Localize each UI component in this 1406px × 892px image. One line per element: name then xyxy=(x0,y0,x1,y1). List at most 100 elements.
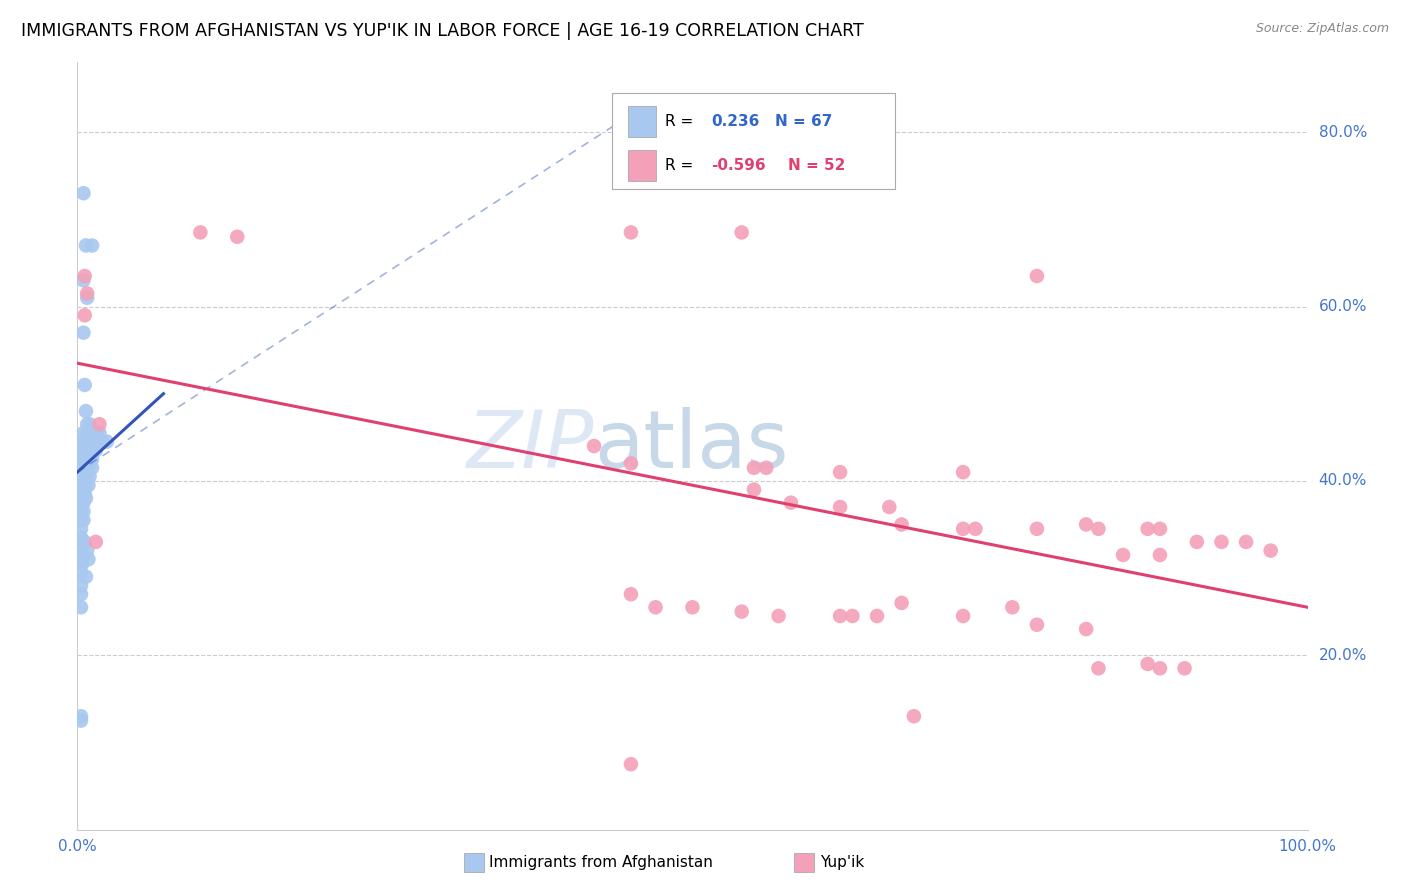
Point xyxy=(1149,661,1171,675)
Point xyxy=(682,600,704,615)
Point xyxy=(830,465,852,479)
Point xyxy=(70,539,93,553)
Text: 60.0%: 60.0% xyxy=(1319,299,1367,314)
Point xyxy=(742,483,765,497)
Point xyxy=(890,517,912,532)
Point xyxy=(75,404,97,418)
Point xyxy=(73,452,96,467)
Point xyxy=(1001,600,1024,615)
Point xyxy=(1026,268,1049,283)
Text: R =: R = xyxy=(665,158,699,173)
Point xyxy=(70,566,93,580)
Point xyxy=(73,487,96,501)
Point xyxy=(620,587,643,601)
Point xyxy=(1087,522,1109,536)
Point xyxy=(70,434,93,449)
Point xyxy=(77,478,100,492)
Point xyxy=(965,522,987,536)
Point xyxy=(70,478,93,492)
Point xyxy=(1026,617,1049,632)
Point xyxy=(890,596,912,610)
Point xyxy=(73,268,96,283)
Point xyxy=(620,457,643,471)
Point xyxy=(70,714,93,728)
Point xyxy=(96,434,118,449)
Point xyxy=(70,557,93,571)
Point xyxy=(84,443,107,458)
Point xyxy=(188,226,212,240)
Point xyxy=(731,226,754,240)
Point xyxy=(1174,661,1197,675)
Point xyxy=(70,531,93,545)
Point xyxy=(82,434,104,449)
Point xyxy=(79,417,101,432)
Text: 80.0%: 80.0% xyxy=(1319,125,1367,140)
Point xyxy=(77,552,100,566)
Point xyxy=(70,548,93,562)
Point xyxy=(89,417,111,432)
Point xyxy=(77,460,100,475)
FancyBboxPatch shape xyxy=(613,93,896,189)
Point xyxy=(77,452,100,467)
Point xyxy=(1211,534,1233,549)
Text: ZIP: ZIP xyxy=(467,407,595,485)
Point xyxy=(70,552,93,566)
Point xyxy=(84,425,107,440)
Point xyxy=(952,465,974,479)
Point xyxy=(952,609,974,624)
Point xyxy=(76,417,98,432)
Point xyxy=(731,605,754,619)
Point xyxy=(72,186,94,201)
Point xyxy=(79,469,101,483)
Point xyxy=(72,273,94,287)
Point xyxy=(70,600,93,615)
Point xyxy=(73,534,96,549)
Point xyxy=(903,709,925,723)
Point xyxy=(73,443,96,458)
Text: R =: R = xyxy=(665,114,699,129)
Point xyxy=(77,443,100,458)
Point xyxy=(1136,657,1159,671)
Point xyxy=(75,238,97,252)
Text: Yup'ik: Yup'ik xyxy=(820,855,863,870)
Point xyxy=(742,460,765,475)
Point xyxy=(1149,548,1171,562)
Point xyxy=(620,226,643,240)
Text: N = 52: N = 52 xyxy=(789,158,846,173)
Point xyxy=(73,378,96,392)
Point xyxy=(70,587,93,601)
Point xyxy=(1149,522,1171,536)
Point xyxy=(1076,622,1098,636)
Text: IMMIGRANTS FROM AFGHANISTAN VS YUP'IK IN LABOR FORCE | AGE 16-19 CORRELATION CHA: IMMIGRANTS FROM AFGHANISTAN VS YUP'IK IN… xyxy=(21,22,863,40)
Point xyxy=(86,434,108,449)
Point xyxy=(82,460,104,475)
Point xyxy=(879,500,901,514)
Point xyxy=(90,434,114,449)
Point xyxy=(644,600,666,615)
Point xyxy=(89,425,111,440)
Point xyxy=(75,469,97,483)
Point xyxy=(75,434,97,449)
Point xyxy=(70,452,93,467)
Point xyxy=(226,229,249,244)
Point xyxy=(72,504,94,518)
Point xyxy=(82,452,104,467)
FancyBboxPatch shape xyxy=(628,151,655,181)
Point xyxy=(70,469,93,483)
Text: -0.596: -0.596 xyxy=(711,158,765,173)
Point xyxy=(73,308,96,322)
Point xyxy=(768,609,790,624)
FancyBboxPatch shape xyxy=(628,106,655,137)
Text: 20.0%: 20.0% xyxy=(1319,648,1367,663)
Point xyxy=(72,513,94,527)
Text: atlas: atlas xyxy=(595,407,789,485)
Point xyxy=(76,425,98,440)
Point xyxy=(1076,517,1098,532)
Point xyxy=(755,460,778,475)
Point xyxy=(866,609,889,624)
Point xyxy=(84,534,107,549)
Point xyxy=(952,522,974,536)
Point xyxy=(73,478,96,492)
Point xyxy=(75,491,97,506)
Point xyxy=(82,238,104,252)
